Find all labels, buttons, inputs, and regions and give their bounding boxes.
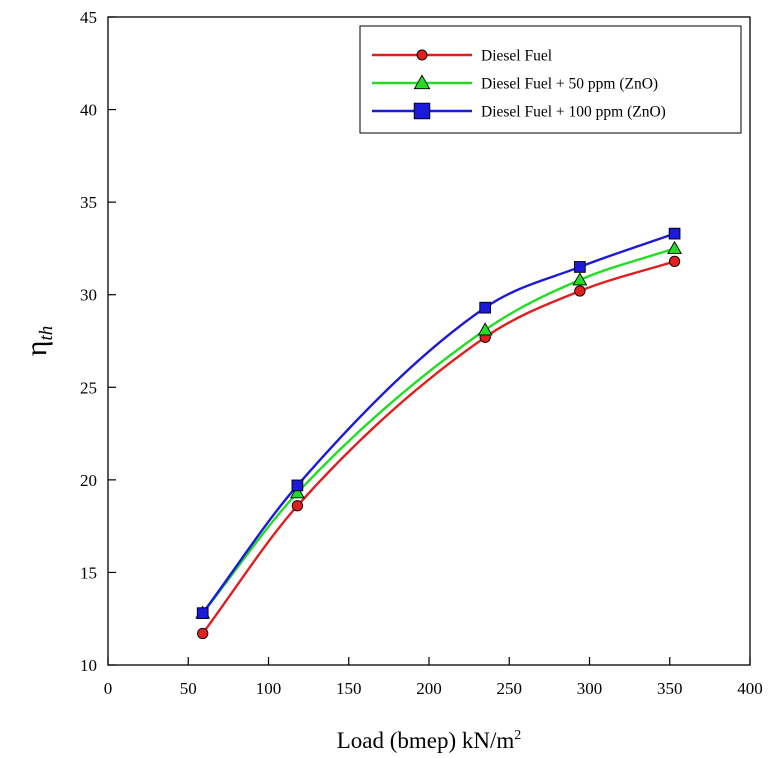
legend-label-diesel-fuel: Diesel Fuel <box>481 48 552 65</box>
x-tick-label: 50 <box>180 679 197 698</box>
data-point-diesel-fuel-50-ppm-zno <box>477 322 493 336</box>
x-tick-label: 0 <box>104 679 113 698</box>
data-point-diesel-fuel-100-ppm-zno <box>574 261 586 273</box>
legend-marker-diesel-fuel-100-ppm-zno <box>413 102 431 120</box>
legend-label-diesel-fuel-50-ppm-zno: Diesel Fuel + 50 ppm (ZnO) <box>481 76 658 93</box>
data-point-diesel-fuel-100-ppm-zno <box>291 479 304 492</box>
legend-label-diesel-fuel-100-ppm-zno: Diesel Fuel + 100 ppm (ZnO) <box>481 104 666 121</box>
series-line-diesel-fuel-100-ppm-zno <box>201 232 675 614</box>
y-tick-label: 25 <box>80 378 97 397</box>
y-tick-label: 30 <box>80 286 97 305</box>
data-point-diesel-fuel <box>291 500 304 512</box>
series-line-diesel-fuel-50-ppm-zno <box>201 247 675 614</box>
x-tick-label: 200 <box>416 679 442 698</box>
y-tick-label: 10 <box>80 656 97 675</box>
x-tick-label: 300 <box>577 679 603 698</box>
x-axis-title: Load (bmep) kN/m2 <box>337 728 522 753</box>
series-layer <box>195 227 683 640</box>
y-tick-label: 40 <box>80 101 97 120</box>
x-tick-label: 100 <box>256 679 282 698</box>
ticks-layer: 0 50 100 150 200 250 300 350 400 10 15 20 25 30 35 40 45 <box>80 8 763 698</box>
legend-marker-diesel-fuel <box>416 49 428 61</box>
y-tick-label: 20 <box>80 471 97 490</box>
x-tick-label: 400 <box>737 679 763 698</box>
x-tick-label: 150 <box>336 679 362 698</box>
data-point-diesel-fuel-100-ppm-zno <box>668 227 681 240</box>
data-point-diesel-fuel-50-ppm-zno <box>667 240 683 254</box>
data-point-diesel-fuel <box>668 255 681 268</box>
y-tick-label: 35 <box>80 193 97 212</box>
data-point-diesel-fuel-100-ppm-zno <box>479 301 492 314</box>
data-point-diesel-fuel-100-ppm-zno <box>196 607 209 620</box>
x-tick-label: 250 <box>497 679 523 698</box>
legend: Diesel Fuel Diesel Fuel + 50 ppm (ZnO) Die… <box>359 25 742 134</box>
y-axis-title: ηth <box>20 326 57 356</box>
data-point-diesel-fuel <box>197 627 209 640</box>
x-tick-label: 350 <box>657 679 683 698</box>
legend-items: Diesel Fuel Diesel Fuel + 50 ppm (ZnO) Die… <box>372 48 666 121</box>
data-point-diesel-fuel <box>574 285 586 297</box>
legend-marker-diesel-fuel-50-ppm-zno <box>413 74 431 90</box>
y-tick-label: 45 <box>80 8 97 27</box>
series-line-diesel-fuel <box>201 260 675 635</box>
y-tick-label: 15 <box>80 563 97 582</box>
data-point-diesel-fuel-50-ppm-zno <box>572 272 588 286</box>
data-point-diesel-fuel-50-ppm-zno <box>289 485 305 499</box>
